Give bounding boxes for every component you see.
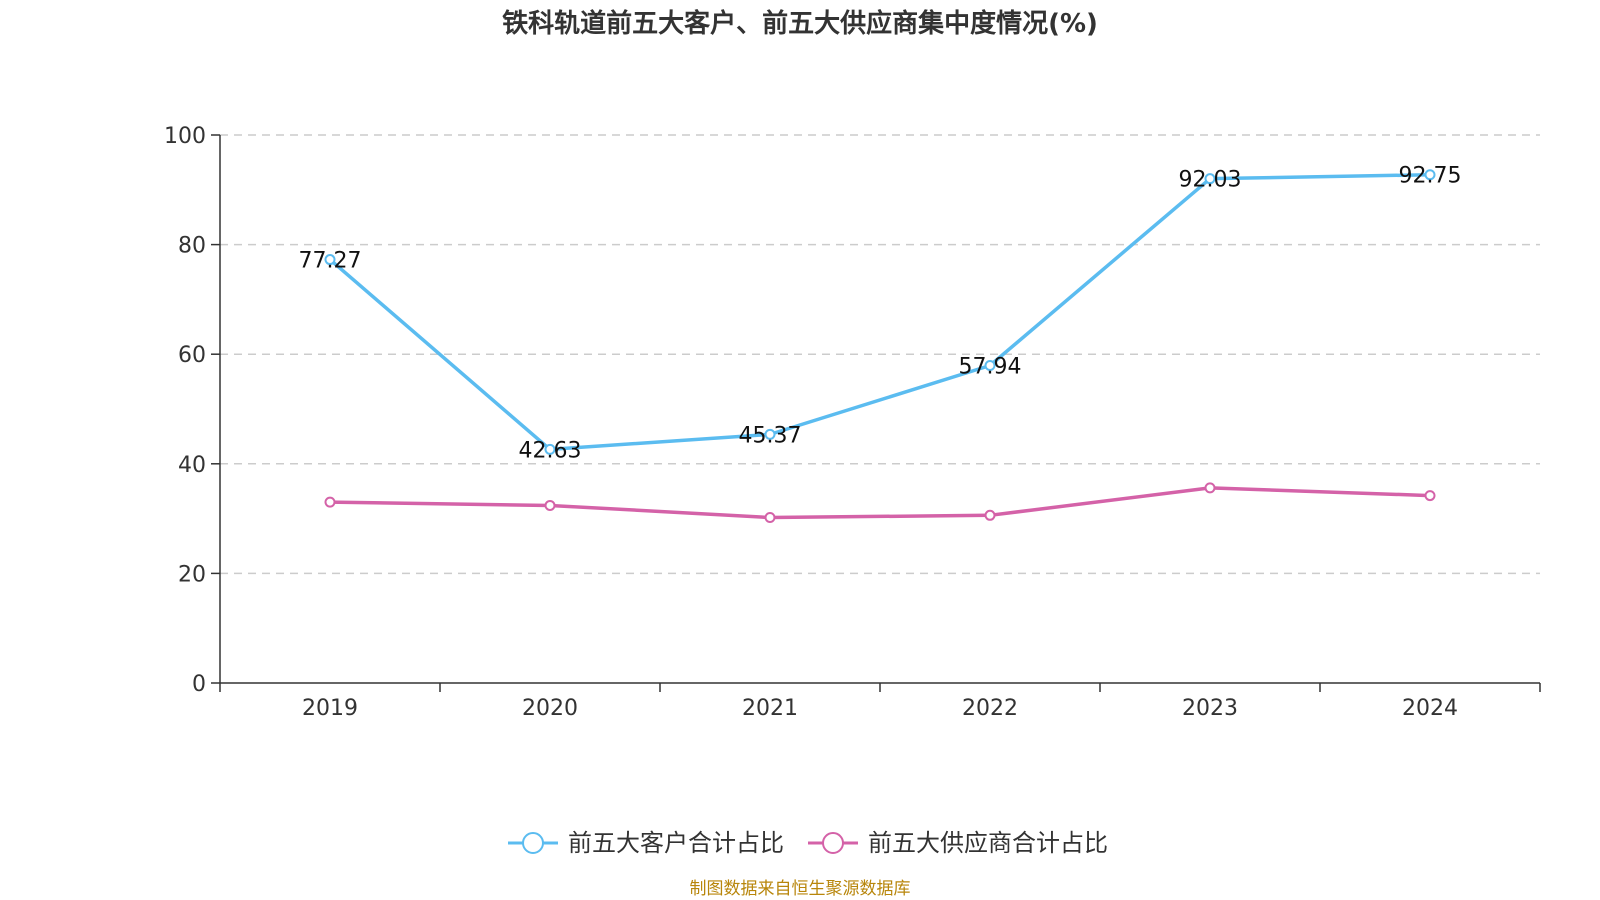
data-point-1-2019 <box>324 496 336 508</box>
data-point-0-2020 <box>544 443 556 455</box>
x-tick-label-2022: 2022 <box>962 696 1018 721</box>
data-point-0-2019 <box>324 254 336 266</box>
legend-item-0[interactable]: 前五大客户合计占比 <box>508 829 784 857</box>
x-tick-label-2020: 2020 <box>522 696 578 721</box>
data-point-1-2022 <box>984 509 996 521</box>
series-line-1 <box>329 486 1431 520</box>
data-point-1-2023 <box>1204 482 1216 494</box>
x-tick-label-2019: 2019 <box>302 696 358 721</box>
x-tick-label-2021: 2021 <box>742 696 798 721</box>
legend[interactable]: 前五大客户合计占比 前五大供应商合计占比 <box>508 829 1108 857</box>
data-label-2022: 57.94 <box>959 354 1022 379</box>
data-point-1-2020 <box>544 499 556 511</box>
data-label-2024: 92.75 <box>1399 164 1462 189</box>
data-point-1-2021 <box>764 512 776 524</box>
y-tick-label-40: 40 <box>178 453 206 478</box>
data-label-2019: 77.27 <box>299 249 362 274</box>
data-point-0-2024 <box>1424 169 1436 181</box>
data-point-0-2022 <box>984 359 996 371</box>
chart-title: 铁科轨道前五大客户、前五大供应商集中度情况(%) <box>502 8 1098 39</box>
data-point-0-2021 <box>764 428 776 440</box>
data-label-2020: 42.63 <box>519 438 582 463</box>
legend-label-0: 前五大客户合计占比 <box>568 829 784 857</box>
y-tick-label-100: 100 <box>164 124 206 149</box>
legend-marker-0 <box>522 832 544 854</box>
grid-lines <box>220 134 1540 575</box>
data-label-2023: 92.03 <box>1179 168 1242 193</box>
y-tick-label-0: 0 <box>192 672 206 697</box>
x-axis: 2019 2020 2021 2022 2023 2024 <box>219 682 1541 721</box>
data-point-0-2023 <box>1204 173 1216 185</box>
y-tick-label-80: 80 <box>178 234 206 259</box>
x-tick-label-2024: 2024 <box>1402 696 1458 721</box>
legend-item-1[interactable]: 前五大供应商合计占比 <box>808 829 1108 857</box>
series-group: 77.27 42.63 45.37 57.94 92.03 92.75 <box>299 164 1462 524</box>
y-axis: 0 20 40 60 80 100 <box>164 124 221 697</box>
y-tick-label-20: 20 <box>178 562 206 587</box>
legend-label-1: 前五大供应商合计占比 <box>868 829 1108 857</box>
y-tick-label-60: 60 <box>178 343 206 368</box>
source-note: 制图数据来自恒生聚源数据库 <box>690 879 911 899</box>
legend-marker-1 <box>822 832 844 854</box>
series-line-0 <box>328 172 1431 452</box>
data-point-1-2024 <box>1424 490 1436 502</box>
data-label-2021: 45.37 <box>739 423 802 448</box>
x-tick-label-2023: 2023 <box>1182 696 1238 721</box>
